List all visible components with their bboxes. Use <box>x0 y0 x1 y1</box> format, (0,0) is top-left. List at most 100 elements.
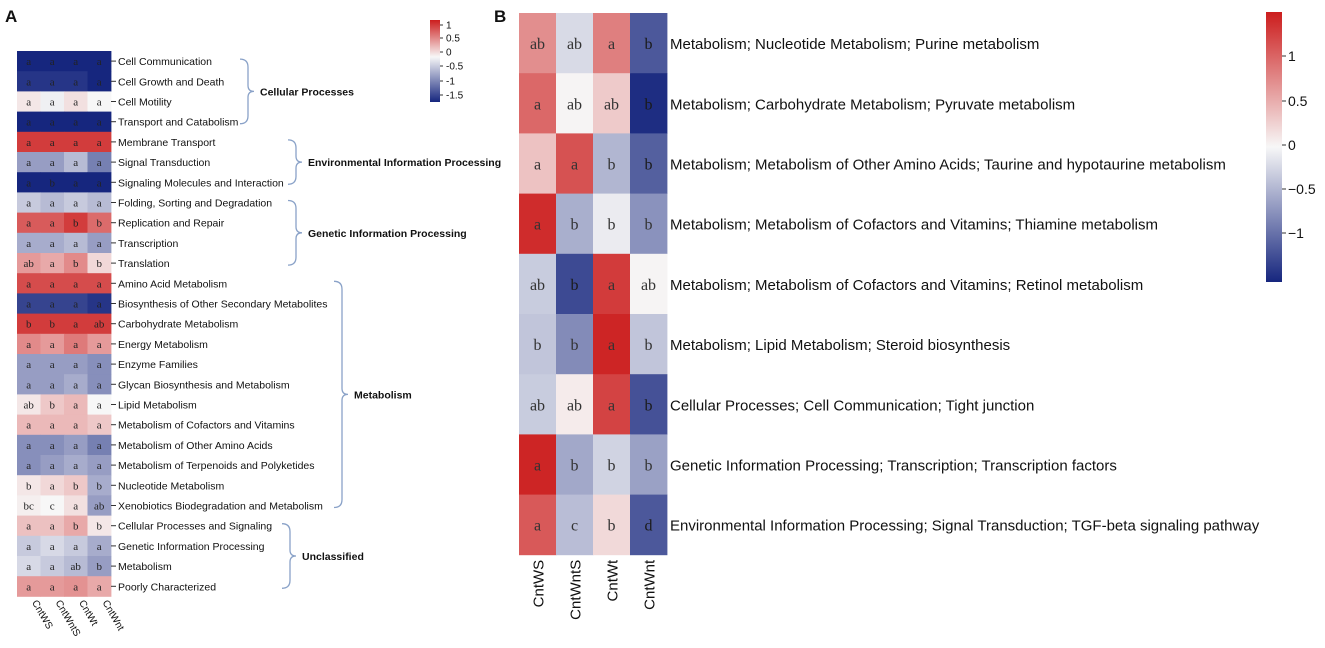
heatmap-a-row-label: Transcription <box>118 238 178 250</box>
heatmap-a-cell-letter: a <box>73 56 78 68</box>
heatmap-b-cell-letter: ab <box>567 36 582 53</box>
heatmap-a-cell-letter: a <box>26 238 31 250</box>
heatmap-a-cell-letter: a <box>50 198 55 210</box>
heatmap-b-cell-letter: d <box>645 518 653 535</box>
heatmap-b-cell <box>630 193 668 255</box>
heatmap-a-row-label: Metabolism of Other Amino Acids <box>118 440 273 452</box>
panel-b-color-legend: 1 0.5 0 −0.5 −1 <box>1266 12 1316 282</box>
heatmap-a-cell <box>17 71 41 92</box>
heatmap-a-cell-letter: b <box>73 218 79 230</box>
heatmap-a-cell <box>87 434 112 456</box>
heatmap-b-cell-letter: b <box>571 458 579 475</box>
heatmap-a-cell-letter: a <box>97 117 102 129</box>
heatmap-a-cell <box>40 354 65 375</box>
heatmap-a-cell-letter: a <box>73 440 78 452</box>
heatmap-a-cell-letter: a <box>97 299 102 311</box>
heatmap-a-group-bracket <box>239 58 255 125</box>
heatmap-a-cell <box>87 475 112 496</box>
heatmap-a-cell-letter: a <box>50 299 55 311</box>
heatmap-b-cell-letter: a <box>608 337 615 354</box>
panel-b-colorbar-tick-label: 0.5 <box>1288 93 1308 109</box>
heatmap-a-cell <box>64 374 88 395</box>
heatmap-a-row-label: Nucleotide Metabolism <box>118 480 224 492</box>
heatmap-a-cell <box>87 131 112 153</box>
heatmap-a-cell <box>87 313 112 335</box>
heatmap-a-cell <box>64 232 88 254</box>
heatmap-b-cell <box>593 253 631 315</box>
heatmap-a-row-label: Glycan Biosynthesis and Metabolism <box>118 379 290 391</box>
heatmap-a-cell-letter: a <box>73 76 78 88</box>
heatmap-b-cell <box>630 434 668 495</box>
heatmap-a-cell-letter: a <box>97 238 102 250</box>
heatmap-a-cell <box>40 253 65 274</box>
heatmap-b-cell <box>630 13 668 74</box>
heatmap-b-cell <box>556 253 594 315</box>
heatmap-a-cell <box>17 475 41 496</box>
heatmap-b-column-label: CntWnt <box>642 559 659 610</box>
heatmap-b-cell-letter: b <box>608 518 616 535</box>
heatmap-a-cell <box>64 273 88 294</box>
heatmap-b-row-label: Metabolism; Metabolism of Cofactors and … <box>670 217 1158 234</box>
heatmap-a-cell-letter: a <box>73 581 78 593</box>
panel-b-label: B <box>494 7 506 26</box>
panel-a-colorbar-tick-label: 0 <box>446 48 452 59</box>
heatmap-a-cell <box>87 152 112 173</box>
heatmap-b-cell-letter: a <box>608 277 615 294</box>
heatmap-a-cell <box>64 131 88 153</box>
heatmap-b-cell <box>593 193 631 255</box>
heatmap-b-cell <box>556 193 594 255</box>
heatmap-a-cell-letter: a <box>73 299 78 311</box>
heatmap-a-cell-letter: a <box>97 359 102 371</box>
heatmap-a-cell-letter: a <box>73 319 78 331</box>
heatmap-a-cell-letter: a <box>97 440 102 452</box>
heatmap-a-cell <box>87 333 112 355</box>
heatmap-a-cell-letter: a <box>73 278 78 290</box>
heatmap-a-cell-letter: c <box>50 501 55 513</box>
heatmap-a-cell <box>17 313 41 335</box>
heatmap-a-cell-letter: a <box>97 137 102 149</box>
heatmap-a-cell-letter: a <box>73 460 78 472</box>
heatmap-a-cell <box>40 394 65 415</box>
heatmap-a-cell <box>64 172 88 193</box>
heatmap-a-cell <box>40 111 65 133</box>
heatmap-a-group-label: Environmental Information Processing <box>308 157 501 169</box>
heatmap-a-cell <box>17 455 41 476</box>
heatmap-a-cell-letter: a <box>50 440 55 452</box>
heatmap-b-column-label: CntWntS <box>568 560 585 620</box>
panel-a-colorbar-tick-label: -1 <box>446 77 455 88</box>
heatmap-a-cell-letter: ab <box>94 319 105 331</box>
heatmap-a-cell <box>87 455 112 476</box>
heatmap-a-cell-letter: a <box>73 501 78 513</box>
heatmap-a-cell <box>17 91 41 112</box>
heatmap-b-cell-letter: a <box>571 157 578 174</box>
heatmap-a-cell-letter: a <box>97 157 102 169</box>
heatmap-a-cell-letter: a <box>50 76 55 88</box>
heatmap-b-cell-letter: a <box>608 36 615 53</box>
heatmap-b-cell-letter: b <box>645 157 653 174</box>
heatmap-a-cell-letter: b <box>50 400 56 412</box>
heatmap-a-cell <box>17 374 41 395</box>
heatmap-a-cell-letter: a <box>50 359 55 371</box>
heatmap-a-row-label: Signal Transduction <box>118 157 210 169</box>
heatmap-a-row-label: Lipid Metabolism <box>118 400 197 412</box>
heatmap-a-cell <box>87 374 112 395</box>
heatmap-b-cell <box>556 314 594 375</box>
heatmap-a-cell-letter: b <box>97 218 103 230</box>
heatmap-b-cell <box>519 133 557 194</box>
heatmap-a-cell-letter: a <box>50 541 55 553</box>
heatmap-a-cell <box>40 434 65 456</box>
heatmap-a-cell-letter: a <box>97 198 102 210</box>
heatmap-a-group-bracket <box>281 523 297 589</box>
panel-b-colorbar-tick-label: 0 <box>1288 137 1296 153</box>
heatmap-a-row-label: Poorly Characterized <box>118 581 216 593</box>
heatmap-a-cell-letter: a <box>26 198 31 210</box>
heatmap-a-column-label: CntWS <box>29 598 55 631</box>
heatmap-a-cell-letter: a <box>73 379 78 391</box>
heatmap-b-cell <box>593 314 631 375</box>
heatmap-a-cell-letter: a <box>73 177 78 189</box>
panel-b-colorbar-tick-label: −0.5 <box>1288 181 1316 197</box>
heatmap-a-cell <box>87 354 112 375</box>
heatmap-b-cell-letter: ab <box>530 397 545 414</box>
heatmap-a-cell <box>87 111 112 133</box>
heatmap-a-cell <box>17 111 41 133</box>
